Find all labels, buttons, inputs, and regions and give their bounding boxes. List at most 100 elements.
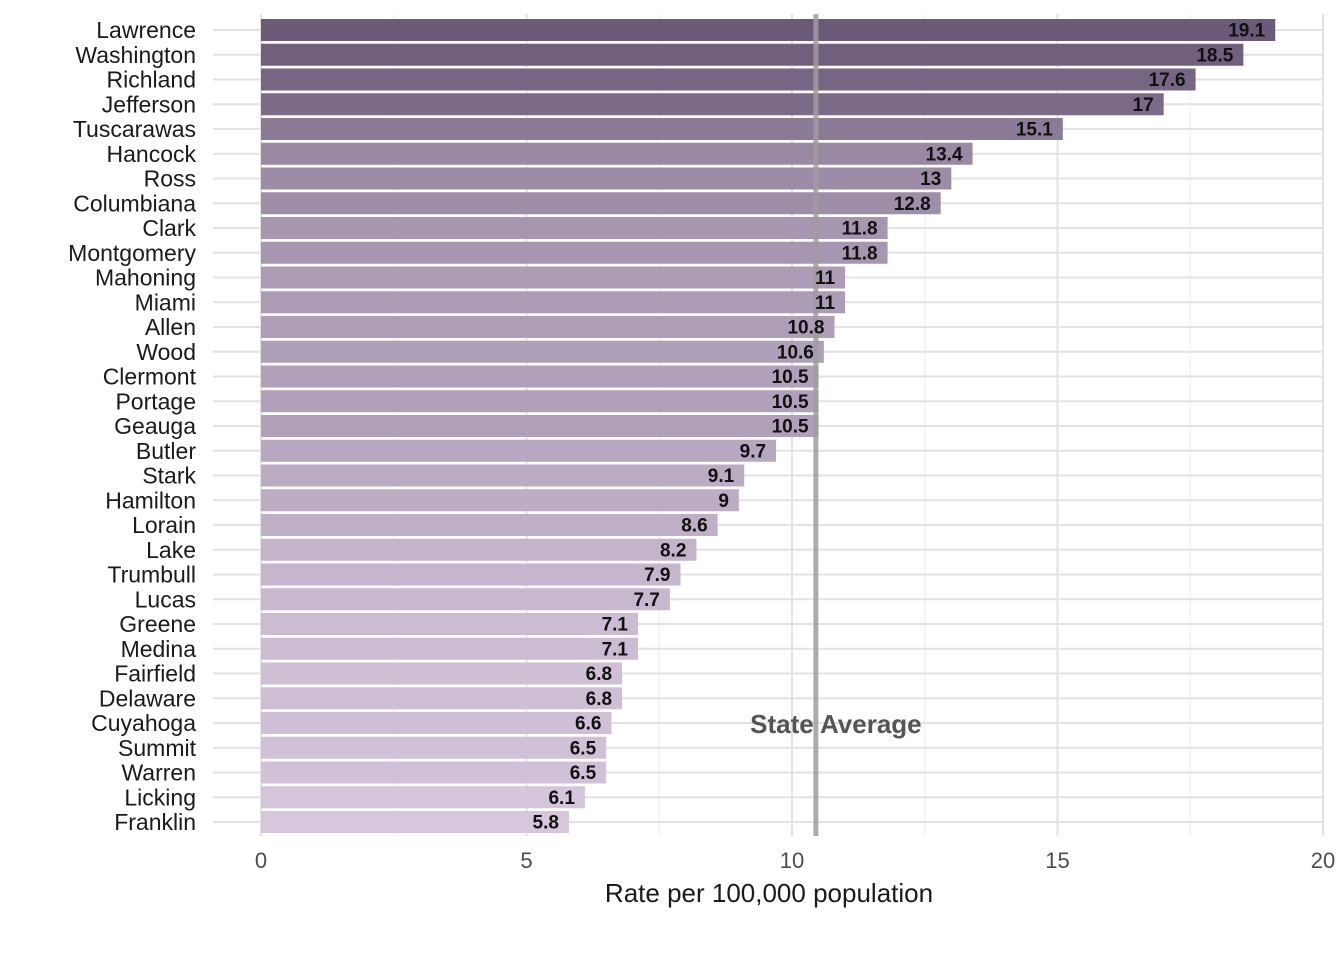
y-tick-label: Hancock	[107, 141, 197, 167]
y-tick-label: Summit	[118, 735, 197, 761]
y-tick-label: Wood	[136, 339, 196, 365]
y-tick-label: Columbiana	[73, 190, 196, 216]
x-tick-label: 0	[255, 848, 267, 873]
bars-group	[261, 19, 1276, 833]
bar	[261, 786, 585, 809]
y-tick-label: Ross	[144, 166, 196, 192]
bar	[261, 142, 973, 165]
x-tick-label: 15	[1045, 848, 1069, 873]
y-tick-label: Clark	[142, 215, 196, 241]
data-label: 8.6	[681, 516, 707, 537]
state-average-label: State Average	[750, 709, 922, 739]
y-tick-label: Richland	[107, 67, 197, 93]
y-tick-label: Medina	[121, 636, 197, 662]
bar	[261, 266, 846, 289]
bar	[261, 167, 952, 190]
x-tick-label: 10	[780, 848, 804, 873]
y-tick-label: Delaware	[99, 685, 196, 711]
data-label: 7.9	[644, 565, 670, 586]
data-label: 10.5	[772, 367, 809, 388]
data-label: 7.1	[602, 639, 629, 660]
bar	[261, 538, 697, 561]
bar	[261, 613, 639, 635]
bar	[261, 68, 1196, 91]
y-tick-label: Miami	[135, 289, 196, 315]
y-tick-label: Clermont	[103, 364, 197, 390]
bar	[261, 662, 623, 685]
data-label: 7.1	[602, 615, 629, 636]
y-tick-label: Lake	[146, 537, 196, 563]
bar	[261, 514, 718, 536]
data-label: 9	[718, 491, 729, 512]
bar	[261, 43, 1244, 66]
data-labels-group: 19.1 18.5 17.6 17 15.1 13.4 13 12.8 11.8 11.8 11 11…	[533, 21, 1266, 834]
data-label: 10.5	[772, 392, 809, 413]
bar	[261, 736, 607, 759]
bar	[261, 439, 777, 462]
bar	[261, 291, 846, 314]
data-label: 11	[815, 293, 836, 314]
bar	[261, 192, 941, 215]
y-tick-labels: LawrenceWashingtonRichlandJeffersonTusca…	[68, 17, 196, 835]
y-tick-label: Jefferson	[102, 91, 196, 117]
y-tick-label: Portage	[115, 388, 196, 414]
data-label: 18.5	[1196, 45, 1233, 66]
y-tick-label: Allen	[145, 314, 196, 340]
bar	[261, 365, 819, 388]
y-tick-label: Lorain	[132, 512, 196, 538]
bar	[261, 761, 607, 784]
y-tick-label: Lawrence	[96, 17, 196, 43]
y-tick-label: Hamilton	[105, 487, 196, 513]
data-label: 6.5	[570, 763, 597, 784]
bar	[261, 811, 569, 833]
y-tick-label: Washington	[75, 42, 196, 68]
y-tick-label: Butler	[136, 438, 196, 464]
data-label: 11.8	[842, 219, 878, 240]
data-label: 10.6	[777, 342, 814, 363]
data-label: 6.5	[570, 738, 597, 759]
data-label: 10.5	[772, 417, 809, 438]
bar	[261, 563, 681, 586]
x-axis-title: Rate per 100,000 population	[605, 878, 933, 908]
y-tick-label: Lucas	[135, 586, 196, 612]
bar	[261, 93, 1164, 116]
data-label: 11	[815, 268, 836, 289]
y-tick-label: Stark	[142, 463, 196, 489]
y-tick-label: Trumbull	[107, 562, 196, 588]
data-label: 6.8	[586, 689, 612, 710]
bar	[261, 217, 888, 239]
reference-line-group: State Average	[750, 14, 922, 836]
bar	[261, 588, 670, 611]
bar	[261, 316, 835, 338]
data-label: 13.4	[926, 144, 963, 165]
data-label: 11.8	[842, 243, 878, 264]
data-label: 6.1	[548, 788, 575, 809]
bar	[261, 340, 824, 363]
bar	[261, 390, 819, 413]
y-tick-label: Licking	[124, 784, 196, 810]
x-tick-label: 5	[520, 848, 532, 873]
bar	[261, 637, 639, 660]
bar	[261, 687, 623, 710]
y-tick-label: Montgomery	[68, 240, 196, 266]
x-tick-labels: 0 5 10 15 20	[255, 848, 1335, 873]
data-label: 7.7	[633, 590, 659, 611]
y-tick-label: Cuyahoga	[91, 710, 196, 736]
bar	[261, 712, 612, 734]
data-label: 9.1	[708, 466, 735, 487]
bar	[261, 464, 745, 487]
bar	[261, 118, 1063, 140]
data-label: 8.2	[660, 540, 686, 561]
bar	[261, 19, 1276, 41]
data-label: 10.8	[787, 318, 824, 339]
data-label: 17.6	[1149, 70, 1186, 91]
data-label: 12.8	[894, 194, 931, 215]
data-label: 6.6	[575, 714, 601, 735]
data-label: 15.1	[1016, 120, 1053, 141]
y-tick-label: Greene	[119, 611, 196, 637]
data-label: 5.8	[533, 813, 559, 834]
data-label: 13	[920, 169, 941, 190]
y-tick-label: Tuscarawas	[73, 116, 196, 142]
data-label: 17	[1133, 95, 1154, 116]
